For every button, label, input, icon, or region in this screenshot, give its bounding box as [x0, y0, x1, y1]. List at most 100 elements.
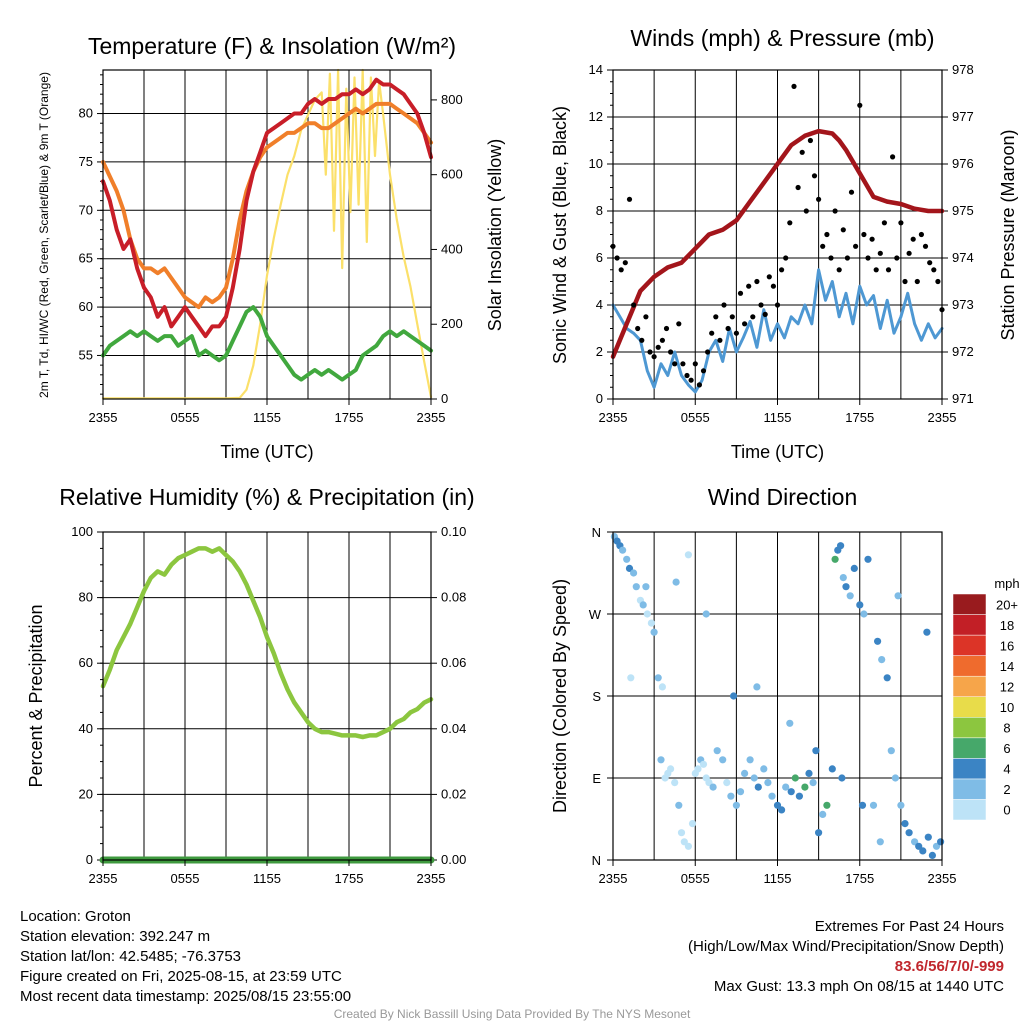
dir-point — [842, 583, 850, 591]
speed-legend-label: 16 — [1000, 638, 1014, 653]
winds-gust-point — [647, 349, 653, 355]
dir-chart-x-tick-label: 2355 — [928, 871, 957, 886]
extremes-title: Extremes For Past 24 Hours — [814, 918, 1004, 935]
winds-gust-point — [783, 255, 789, 261]
speed-legend-swatch — [952, 593, 987, 615]
winds-gust-point — [692, 361, 698, 367]
winds-chart-x-tick-label: 0555 — [681, 410, 710, 425]
temp-chart-x-tick-label: 2355 — [89, 410, 118, 425]
rh-chart-y-tick-label: 40 — [79, 721, 93, 736]
dir-point — [657, 756, 665, 764]
winds-gust-point — [774, 302, 781, 308]
temp-chart-x-tick-label: 1155 — [253, 410, 281, 425]
dir-point — [643, 610, 651, 618]
temp-series-td — [101, 305, 433, 382]
winds-chart-y-tick-label: 0 — [596, 391, 603, 406]
dir-point — [915, 842, 923, 850]
rh-chart-y-tick-label: 20 — [79, 786, 93, 801]
speed-legend-title: mph — [994, 576, 1019, 591]
station-elevation: Station elevation: 392.247 m — [20, 928, 211, 945]
winds-chart-y2-tick-label: 975 — [952, 203, 974, 218]
extremes-subtitle: (High/Low/Max Wind/Precipitation/Snow De… — [688, 938, 1004, 955]
winds-gust-point — [811, 173, 818, 179]
winds-gust-point — [865, 255, 871, 261]
dir-point — [723, 779, 731, 787]
winds-gust-point — [820, 243, 826, 249]
dir-point — [632, 583, 640, 591]
winds-gust-point — [733, 330, 740, 336]
dir-point — [658, 683, 667, 691]
winds-gust-point — [643, 314, 649, 320]
winds-gust-point — [791, 83, 797, 89]
speed-legend-swatch — [952, 696, 987, 718]
speed-legend-swatch — [952, 655, 987, 677]
dir-point — [650, 628, 658, 636]
winds-gust-point — [779, 267, 785, 273]
winds-gust-point — [910, 236, 916, 242]
dir-point — [639, 601, 647, 609]
winds-gust-point — [742, 321, 748, 327]
winds-chart-y-tick-label: 14 — [589, 62, 603, 77]
dir-point — [746, 756, 754, 764]
winds-gust-point — [668, 349, 674, 355]
winds-gust-point — [676, 321, 682, 327]
winds-gust-point — [787, 220, 793, 226]
dir-point — [856, 601, 864, 609]
winds-gust-point — [618, 267, 624, 273]
dir-point — [905, 829, 913, 837]
dir-point — [741, 769, 749, 778]
dir-point — [736, 788, 745, 796]
extremes-values: 83.6/56/7/0/-999 — [894, 958, 1004, 975]
dir-point — [831, 555, 839, 563]
dir-point — [713, 747, 721, 755]
dir-point — [642, 583, 650, 591]
winds-gust-point — [824, 231, 830, 238]
dir-point — [773, 801, 782, 809]
winds-gust-point — [898, 220, 904, 226]
winds-gust-point — [729, 314, 735, 320]
dir-point — [828, 765, 836, 773]
winds-gust-point — [737, 290, 744, 296]
winds-gust-point — [614, 255, 620, 261]
dir-point — [699, 760, 708, 768]
rh-chart-y-tick-label: 60 — [79, 655, 93, 670]
winds-gust-point — [881, 220, 888, 226]
speed-legend: mph 0 2 4 6 8 10 12 14 16 18 20+ — [952, 576, 1020, 821]
dir-chart-border — [612, 531, 943, 861]
speed-legend-swatch — [952, 717, 987, 739]
winds-chart-title: Winds (mph) & Pressure (mb) — [630, 25, 934, 51]
temp-chart-x-tick-label: 2355 — [417, 410, 446, 425]
speed-legend-swatch — [952, 614, 987, 636]
temp-chart-y2-tick-label: 400 — [441, 241, 463, 256]
winds-chart-x-tick-label: 1755 — [845, 410, 874, 425]
dir-point — [677, 829, 686, 837]
winds-gust-point — [935, 278, 941, 285]
rh-chart-x-tick-label: 2355 — [89, 871, 118, 886]
winds-chart-y-tick-label: 10 — [589, 156, 603, 171]
rh-chart-y2-tick-label: 0.10 — [441, 524, 466, 539]
winds-gust-point — [696, 382, 703, 388]
temp-x-axis-label: Time (UTC) — [220, 442, 313, 462]
dir-point — [730, 692, 738, 700]
winds-gust-point — [713, 314, 719, 320]
winds-gust-point — [840, 227, 846, 233]
dir-point — [750, 774, 758, 782]
dir-point — [897, 801, 905, 809]
rh-chart-border — [102, 531, 432, 861]
rh-chart-y2-tick-label: 0.02 — [441, 786, 466, 801]
dir-point — [858, 801, 867, 809]
dir-point — [760, 765, 768, 773]
dir-chart-x-tick-label: 0555 — [681, 871, 710, 886]
winds-y-axis-label: Sonic Wind & Gust (Blue, Black) — [550, 106, 570, 364]
rh-y-axis-label: Percent & Precipitation — [26, 604, 46, 787]
dir-chart-x-tick-label: 1155 — [764, 871, 792, 886]
winds-gust-point — [659, 337, 666, 343]
dir-chart-title: Wind Direction — [708, 484, 858, 510]
dir-point — [876, 838, 884, 846]
winds-gust-point — [688, 377, 694, 383]
winds-gust-point — [655, 344, 661, 350]
rh-chart-x-tick-label: 2355 — [417, 871, 446, 886]
winds-gust-point — [770, 283, 777, 289]
dir-point — [819, 810, 827, 819]
